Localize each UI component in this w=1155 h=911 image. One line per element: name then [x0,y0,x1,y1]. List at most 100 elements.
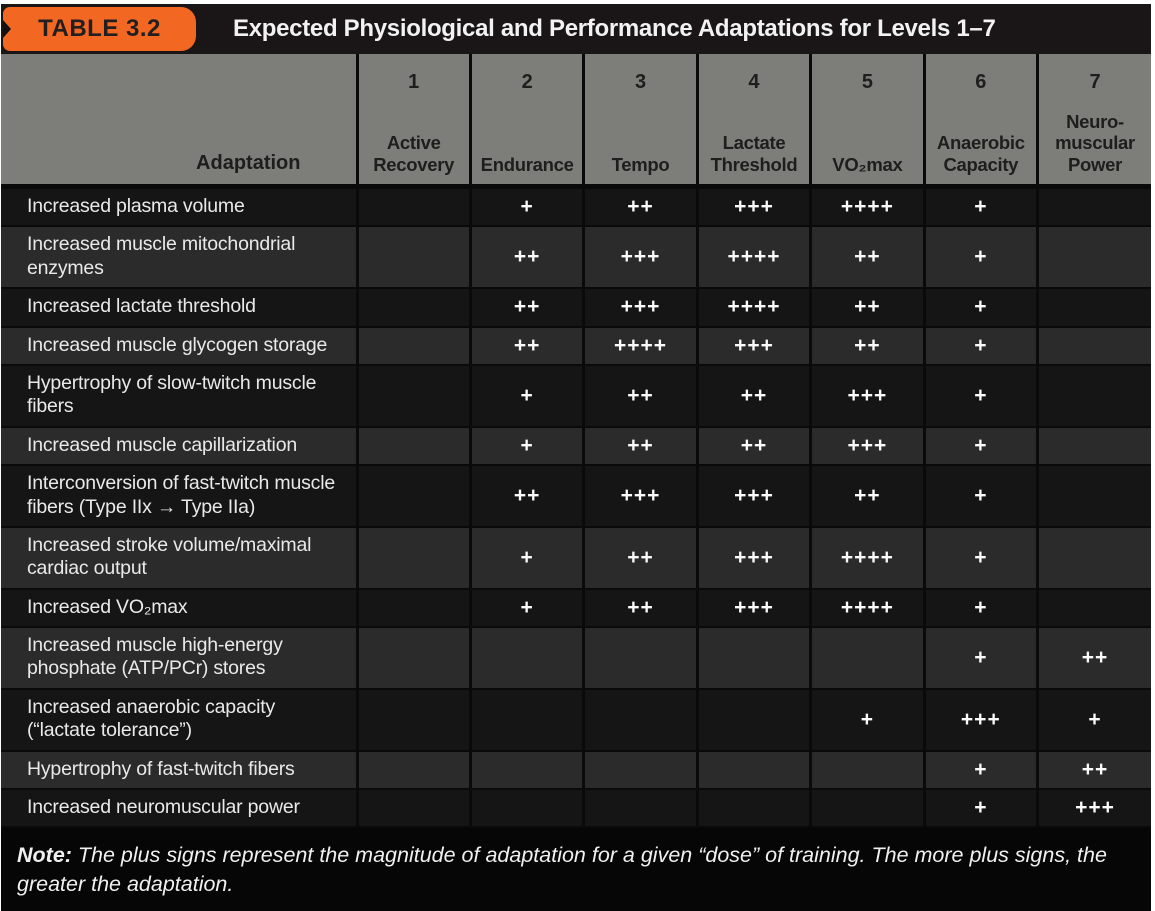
adaptation-label: Hypertrophy of fast-twitch fibers [1,749,357,790]
column-header-adaptation: Adaptation [1,54,357,189]
magnitude-cell: + [922,225,1038,289]
magnitude-cell: +++ [582,464,698,527]
level-name: Active Recovery [373,132,455,176]
magnitude-cell: ++ [809,325,925,365]
magnitude-cell: ++ [695,363,811,427]
column-header-level-7: 7 Neuro- muscular Power [1036,54,1151,189]
magnitude-cell [355,687,471,751]
magnitude-cell: ++++ [695,287,811,327]
table-number-tab: TABLE 3.2 [3,7,196,51]
magnitude-cell: + [922,425,1038,466]
adaptation-label: Increased lactate threshold [1,287,357,327]
magnitude-cell [355,749,471,790]
magnitude-cell: +++ [809,363,925,427]
level-number: 2 [521,71,533,93]
magnitude-cell [695,626,811,689]
magnitude-cell [355,525,471,589]
magnitude-cell [1036,325,1151,365]
magnitude-cell: +++ [695,464,811,527]
header-row: Adaptation 1 Active Recovery 2 Endurance 3 Te… [1,54,1151,189]
magnitude-cell [1036,225,1151,289]
note-label: Note: [17,843,72,868]
magnitude-cell: ++++ [809,185,925,227]
level-name: Endurance [480,154,574,176]
magnitude-cell [355,587,471,628]
magnitude-cell [355,287,471,327]
level-number: 3 [634,71,647,93]
magnitude-cell: ++ [582,185,698,227]
magnitude-cell [695,788,811,827]
magnitude-cell [809,626,925,689]
table-number-label: TABLE 3.2 [38,15,161,42]
magnitude-cell: ++ [1036,749,1151,790]
magnitude-cell: + [1036,687,1151,751]
magnitude-cell: ++++ [809,525,925,589]
magnitude-cell [355,788,471,827]
magnitude-cell: +++ [695,525,811,589]
magnitude-cell [355,225,471,289]
magnitude-cell: ++++ [582,325,698,365]
magnitude-cell: + [922,788,1038,827]
magnitude-cell: + [922,185,1038,227]
magnitude-cell: +++ [582,225,698,289]
magnitude-cell: + [809,687,925,751]
magnitude-cell: ++ [468,287,584,327]
magnitude-cell [1036,287,1151,327]
magnitude-cell [355,464,471,527]
magnitude-cell: ++ [809,225,925,289]
magnitude-cell: + [922,325,1038,365]
magnitude-cell [1036,464,1151,527]
table-row: Increased lactate threshold ++ +++ ++++ ++ + [1,287,1151,327]
magnitude-cell: ++ [1036,626,1151,689]
magnitude-cell [468,687,584,751]
adaptation-label: Increased plasma volume [1,185,357,227]
magnitude-cell: ++ [582,363,698,427]
table-row: Increased stroke volume/maximal cardiac … [1,525,1151,589]
table-row: Increased neuromuscular power + +++ [1,788,1151,827]
magnitude-cell [695,687,811,751]
magnitude-cell [355,185,471,227]
column-header-level-6: 6 Anaerobic Capacity [922,54,1038,189]
column-header-level-5: 5 VO₂max [809,54,925,189]
magnitude-cell: + [468,525,584,589]
column-header-level-2: 2 Endurance [468,54,584,189]
level-number: 5 [861,71,873,93]
table-row: Hypertrophy of fast-twitch fibers + ++ [1,749,1151,790]
adaptation-label: Increased muscle glycogen storage [1,325,357,365]
adaptation-label: Increased muscle capillarization [1,425,357,466]
column-header-level-1: 1 Active Recovery [355,54,471,189]
table-title-bar: TABLE 3.2 Expected Physiological and Per… [1,4,1151,54]
table-row: Increased muscle mitochondrial enzymes ++… [1,225,1151,289]
level-name: Tempo [611,154,670,176]
table-row: Increased anaerobic capacity (“lactate t… [1,687,1151,751]
magnitude-cell [468,788,584,827]
magnitude-cell: +++ [582,287,698,327]
magnitude-cell [468,749,584,790]
magnitude-cell [809,788,925,827]
magnitude-cell: + [922,749,1038,790]
magnitude-cell [695,749,811,790]
magnitude-cell: ++++ [809,587,925,628]
column-header-level-4: 4 Lactate Threshold [695,54,811,189]
magnitude-cell [1036,363,1151,427]
magnitude-cell [582,788,698,827]
magnitude-cell: +++ [1036,788,1151,827]
table-sheet: TABLE 3.2 Expected Physiological and Per… [1,4,1151,911]
level-name: Anaerobic Capacity [936,132,1025,176]
magnitude-cell: +++ [695,325,811,365]
magnitude-cell: ++ [468,225,584,289]
adaptation-label: Increased neuromuscular power [1,788,357,827]
level-name: VO₂max [832,154,903,176]
magnitude-cell [1036,587,1151,628]
adaptation-label: Hypertrophy of slow-twitch muscle fibers [1,363,357,427]
magnitude-cell [1036,425,1151,466]
magnitude-cell [355,325,471,365]
table-row: Increased VO₂max + ++ +++ ++++ + [1,587,1151,628]
magnitude-cell: ++ [582,425,698,466]
level-number: 4 [748,71,760,93]
magnitude-cell: + [468,587,584,628]
adaptation-label: Increased VO₂max [1,587,357,628]
adaptation-label: Increased stroke volume/maximal cardiac … [1,525,357,589]
table-row: Increased muscle capillarization + ++ ++ +++… [1,425,1151,466]
table-row: Increased muscle high-energy phosphate (… [1,626,1151,689]
